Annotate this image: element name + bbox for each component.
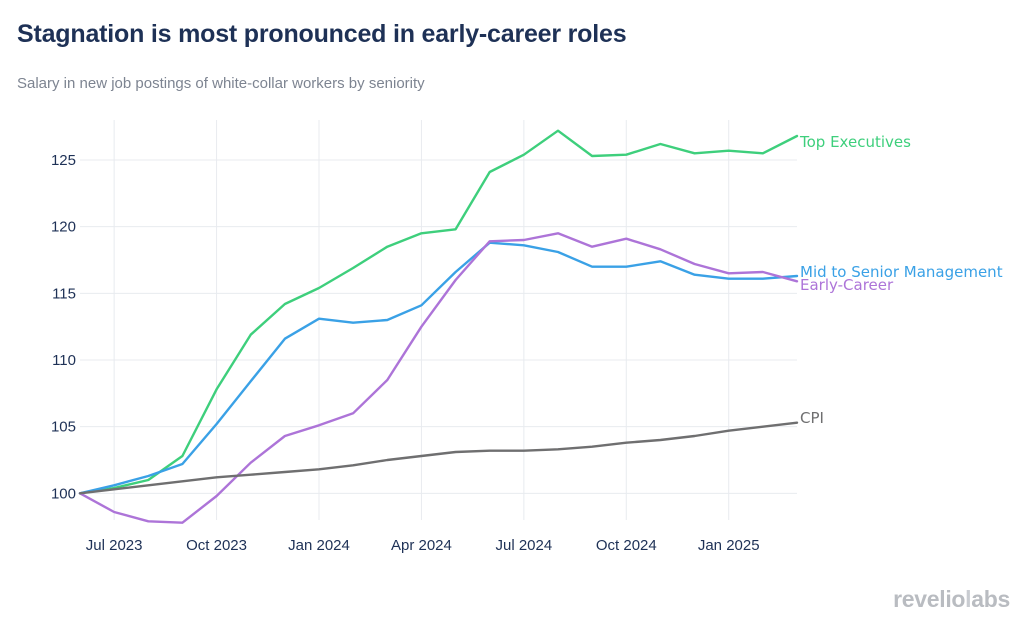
- x-tick-label: Oct 2024: [596, 537, 657, 554]
- x-tick-label: Jul 2024: [495, 537, 552, 554]
- x-tick-label: Jul 2023: [86, 537, 143, 554]
- series-label-cpi: CPI: [800, 409, 824, 427]
- chart-title: Stagnation is most pronounced in early-c…: [17, 20, 627, 48]
- series-line-top-executives: [78, 129, 799, 495]
- series-line-mid-to-senior-management: [78, 241, 799, 495]
- revelio-labs-logo: reveliolabs: [893, 586, 1010, 612]
- y-tick-label: 115: [52, 285, 76, 302]
- chart-subtitle: Salary in new job postings of white-coll…: [17, 75, 425, 92]
- y-tick-label: 120: [51, 219, 76, 236]
- y-tick-label: 110: [52, 352, 76, 369]
- series-line-early-career: [78, 232, 799, 524]
- series-line-cpi: [78, 421, 799, 495]
- y-tick-label: 100: [51, 485, 76, 502]
- y-tick-label: 105: [51, 419, 76, 436]
- y-tick-label: 125: [51, 152, 76, 169]
- x-tick-label: Jan 2024: [288, 537, 350, 554]
- x-tick-label: Apr 2024: [391, 537, 452, 554]
- x-tick-label: Jan 2025: [698, 537, 760, 554]
- series-label-mid-to-senior-management: Mid to Senior Management: [800, 263, 1003, 281]
- series-label-early-career: Early-Career: [800, 276, 894, 294]
- series-label-top-executives: Top Executives: [799, 133, 911, 151]
- x-tick-label: Oct 2023: [186, 537, 247, 554]
